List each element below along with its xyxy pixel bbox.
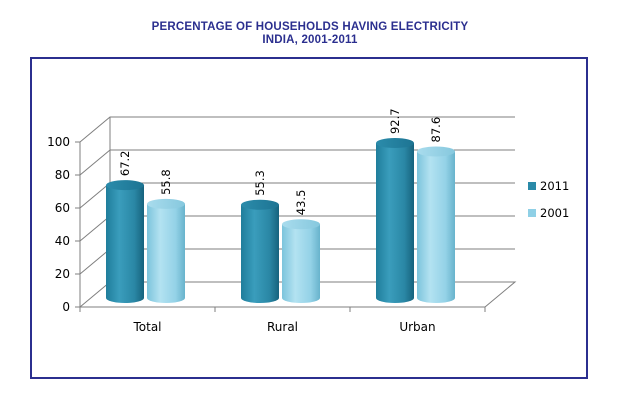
chart-frame bbox=[30, 57, 588, 379]
y-tick-label: 0 bbox=[62, 300, 70, 314]
gridline bbox=[79, 116, 515, 143]
labels-layer: 0 20 40 60 80 100 67.2 55.8 Total 55.3 43.5 Rural 92… bbox=[47, 108, 443, 334]
bars-layer bbox=[106, 138, 455, 303]
bar-2001-urban bbox=[417, 146, 455, 303]
bar-2011-urban bbox=[376, 138, 414, 303]
legend: 2011 2001 bbox=[528, 179, 569, 220]
data-label: 92.7 bbox=[388, 108, 402, 134]
y-tick-label: 100 bbox=[47, 135, 70, 149]
bar-2001-total bbox=[147, 198, 185, 303]
legend-swatch-2011 bbox=[528, 182, 536, 190]
bar-top bbox=[241, 199, 279, 210]
legend-swatch-2001 bbox=[528, 209, 536, 217]
bar-top bbox=[376, 138, 414, 149]
y-tick-label: 80 bbox=[55, 168, 70, 182]
bar-body bbox=[147, 203, 185, 303]
data-label: 67.2 bbox=[118, 151, 132, 177]
bar-top bbox=[417, 146, 455, 157]
data-label: 55.8 bbox=[159, 169, 173, 195]
data-label: 87.6 bbox=[429, 117, 443, 143]
data-label: 55.3 bbox=[253, 170, 267, 196]
bar-top bbox=[106, 180, 144, 191]
bar-2011-total bbox=[106, 180, 144, 303]
bar-body bbox=[106, 185, 144, 303]
x-tick-label: Urban bbox=[399, 320, 435, 334]
data-label: 43.5 bbox=[294, 190, 308, 216]
bar-body bbox=[282, 224, 320, 303]
chart-subtitle: INDIA, 2001-2011 bbox=[262, 34, 358, 46]
y-tick-label: 60 bbox=[55, 201, 70, 215]
x-tick-label: Rural bbox=[267, 320, 298, 334]
bar-top bbox=[147, 198, 185, 209]
bar-2011-rural bbox=[241, 199, 279, 303]
y-tick-label: 40 bbox=[55, 234, 70, 248]
legend-label-2011: 2011 bbox=[540, 179, 569, 193]
bar-top bbox=[282, 219, 320, 230]
y-tick-label: 20 bbox=[55, 267, 70, 281]
x-tick-label: Total bbox=[132, 320, 161, 334]
bar-body bbox=[376, 143, 414, 303]
bar-body bbox=[241, 204, 279, 303]
legend-label-2001: 2001 bbox=[540, 206, 569, 220]
bar-2001-rural bbox=[282, 219, 320, 303]
bar-body bbox=[417, 151, 455, 303]
chart-title: PERCENTAGE OF HOUSEHOLDS HAVING ELECTRIC… bbox=[151, 21, 469, 33]
